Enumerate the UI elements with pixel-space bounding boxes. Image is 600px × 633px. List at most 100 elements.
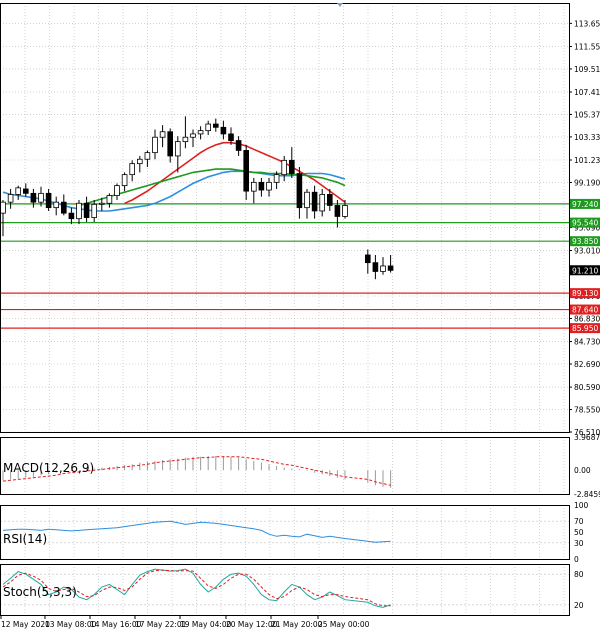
stoch-tick-label: 80 [574,570,584,579]
candle-bullish [144,152,151,160]
price-tick-label: 78.550 [574,406,600,415]
candle-bearish [296,173,303,209]
x-tick-label: 19 May 04:00 [180,620,232,629]
level-label: 95.540 [572,219,598,228]
level-label: 87.640 [572,306,598,315]
level-label: 85.950 [572,324,598,333]
level-label-bg [570,323,600,334]
candle-bullish [174,141,181,157]
candle-bearish [61,201,67,214]
candle-bearish [364,254,371,264]
candle-bullish [121,174,128,187]
scroll-marker [337,3,343,7]
candle-bullish [53,201,59,209]
candle-bearish [22,188,29,194]
panel-border [0,437,570,495]
stochastic-title: Stoch(5,3,3) [3,585,77,599]
candle-bullish [129,163,136,176]
candle-bearish [311,191,318,212]
candle-bearish [243,150,250,192]
candle-bearish [258,181,265,191]
candle-bearish [372,262,379,272]
rsi-tick-label: 100 [574,501,589,510]
moving-average-line [2,170,346,212]
price-panel [0,116,569,329]
candle-bearish [220,126,227,135]
candle-bullish [136,158,143,165]
candle-bullish [205,123,212,132]
level-label-bg [570,304,600,315]
candle-bearish [288,159,295,174]
candle-bearish [334,205,341,217]
price-tick-label: 111.550 [574,42,600,51]
candle-bullish [7,194,14,203]
candle-bullish [106,195,113,204]
candle-bullish [114,185,120,196]
candle-bullish [91,203,98,218]
price-tick-label: 107.410 [574,88,600,97]
current-price-label: 91.210 [572,266,598,275]
candle-bullish [266,181,272,191]
candle-bullish [273,174,280,183]
candle-bearish [212,123,219,128]
stoch-tick-label: 20 [574,601,584,610]
candle-bullish [250,181,257,192]
price-tick-label: 86.830 [574,314,600,323]
level-label: 97.240 [572,200,598,209]
macd-title: MACD(12,26,9) [3,461,94,475]
price-tick-label: 105.370 [574,110,600,119]
price-tick-label: 109.510 [574,65,600,74]
price-tick-label: 80.590 [574,383,600,392]
candle-bearish [30,192,37,203]
candle-bearish [387,265,394,271]
candle-bullish [152,136,158,154]
rsi-line [2,520,391,543]
panel-border [0,505,570,560]
price-tick-label: 82.690 [574,360,600,369]
price-tick-label: 101.230 [574,156,600,165]
price-tick-label: 76.510 [574,428,600,437]
candle-bearish [167,131,174,157]
rsi-panel [0,520,569,544]
stochastic-panel [0,568,569,608]
macd-panel [2,455,392,488]
candle-bearish [68,212,75,220]
price-tick-label: 93.010 [574,246,600,255]
candle-bullish [380,265,386,272]
candle-bullish [99,202,105,205]
x-tick-label: 25 May 00:00 [318,620,370,629]
price-tick-label: 99.190 [574,178,600,187]
x-tick-label: 13 May 08:00 [45,620,97,629]
rsi-title: RSI(14) [3,532,47,546]
level-label-bg [570,236,600,247]
candle-bullish [304,191,310,209]
stoch-k-line [2,568,391,608]
level-label: 93.850 [572,237,598,246]
rsi-tick-label: 50 [574,528,584,537]
price-tick-label: 84.730 [574,338,600,347]
macd-tick-label: 0.00 [574,466,591,475]
stoch-d-line [2,569,391,607]
x-tick-label: 14 May 16:00 [90,620,142,629]
axes: 113.650 111.550 109.510 107.410 105.370 103.3… [0,3,600,629]
grid [0,3,569,615]
level-label-bg [570,198,600,209]
macd-tick-label: 3.9687 [574,433,600,442]
candle-bearish [326,194,333,206]
price-tick-label: 95.090 [574,224,600,233]
candle-bullish [15,187,22,195]
current-price-bg [570,265,600,276]
panel-border [0,564,570,616]
rsi-tick-label: 30 [574,539,584,548]
candle-bullish [342,205,348,217]
rsi-tick-label: 0 [574,555,579,564]
candle-bullish [182,136,189,143]
price-tick-label: 103.330 [574,133,600,142]
candle-bullish [38,192,44,203]
candle-bullish [281,159,287,176]
rsi-tick-label: 70 [574,517,584,526]
candle-bullish [76,202,82,220]
x-tick-label: 20 May 12:00 [226,620,278,629]
x-tick-label: 17 May 22:01 [135,620,187,629]
